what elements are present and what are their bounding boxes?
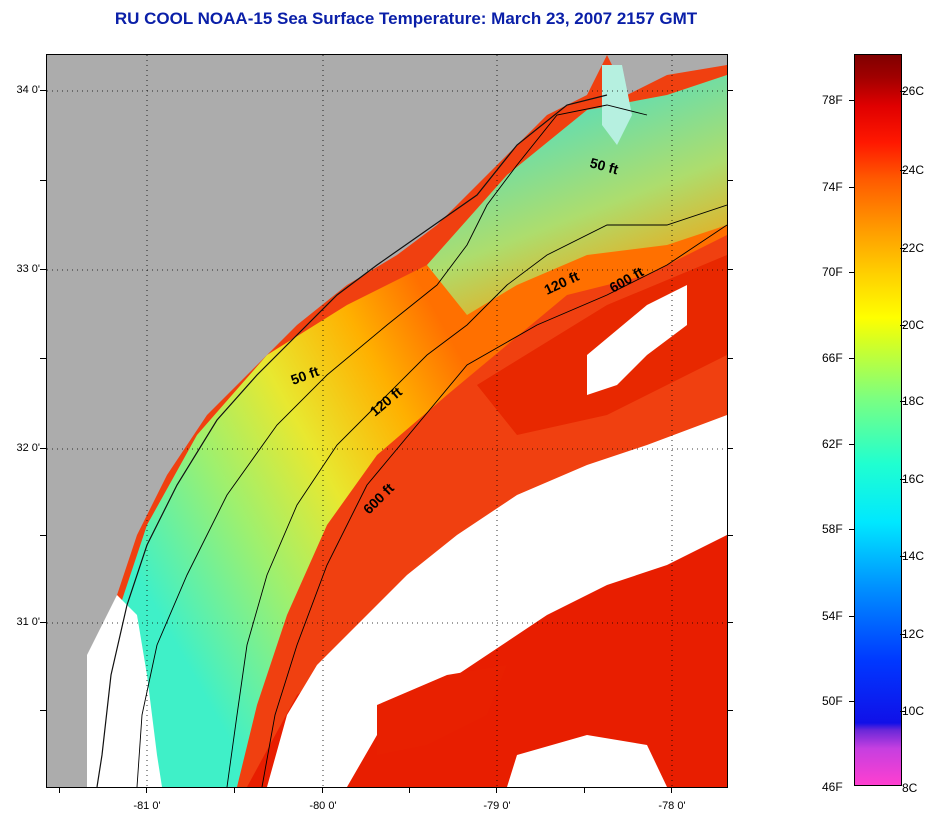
colorbar-label-24c: 24C [902, 163, 925, 177]
colorbar-label-62f: 62F [822, 437, 843, 451]
warm-patch [377, 665, 507, 755]
land-mass-north [607, 55, 727, 95]
colorbar-label-8c: 8C [902, 781, 918, 795]
graticule [47, 55, 727, 787]
colorbar-label-46f: 46F [822, 780, 843, 794]
sst-map-canvas: 50 ft 50 ft 120 ft 120 ft 600 ft 600 ft [47, 55, 727, 787]
northern-shelf-water [427, 75, 727, 315]
lon-label-81: -81 0' [133, 800, 161, 812]
cloud-cover-south [87, 595, 162, 787]
contour-50ft [136, 104, 648, 787]
sound-water [602, 65, 632, 145]
contour-600ft [261, 224, 727, 787]
lon-label-80: -80 0' [309, 800, 337, 812]
colorbar-gradient [855, 55, 901, 785]
colorbar-label-70f: 70F [822, 265, 843, 279]
chart-title: RU COOL NOAA-15 Sea Surface Temperature:… [114, 9, 698, 28]
temperature-colorbar [854, 54, 902, 786]
lat-label-32: 32 0' [16, 442, 40, 454]
colorbar-label-16c: 16C [902, 472, 925, 486]
colorbar-label-26c: 26C [902, 84, 925, 98]
contour-120ft [226, 204, 727, 787]
colorbar-label-14c: 14C [902, 549, 925, 563]
colorbar-label-22c: 22C [902, 241, 925, 255]
cloud-cover-east [587, 285, 687, 395]
colorbar-label-54f: 54F [822, 609, 843, 623]
lon-label-78: -78 0' [658, 800, 686, 812]
cloud-cover-southeast [507, 735, 667, 787]
colorbar-label-18c: 18C [902, 394, 925, 408]
sst-map: 50 ft 50 ft 120 ft 120 ft 600 ft 600 ft [46, 54, 728, 788]
lat-label-34: 34 0' [16, 84, 40, 96]
land-mass [47, 55, 607, 787]
colorbar-label-20c: 20C [902, 318, 925, 332]
colorbar-label-58f: 58F [822, 522, 843, 536]
lat-label-31: 31 0' [16, 616, 40, 628]
lon-label-79: -79 0' [483, 800, 511, 812]
colorbar-label-74f: 74F [822, 180, 843, 194]
colorbar-label-50f: 50F [822, 694, 843, 708]
lat-label-33: 33 0' [16, 263, 40, 275]
colorbar-label-12c: 12C [902, 627, 925, 641]
colorbar-label-10c: 10C [902, 704, 925, 718]
contour-label-50ft-north: 50 ft [588, 154, 620, 177]
colorbar-label-78f: 78F [822, 93, 843, 107]
colorbar-label-66f: 66F [822, 351, 843, 365]
